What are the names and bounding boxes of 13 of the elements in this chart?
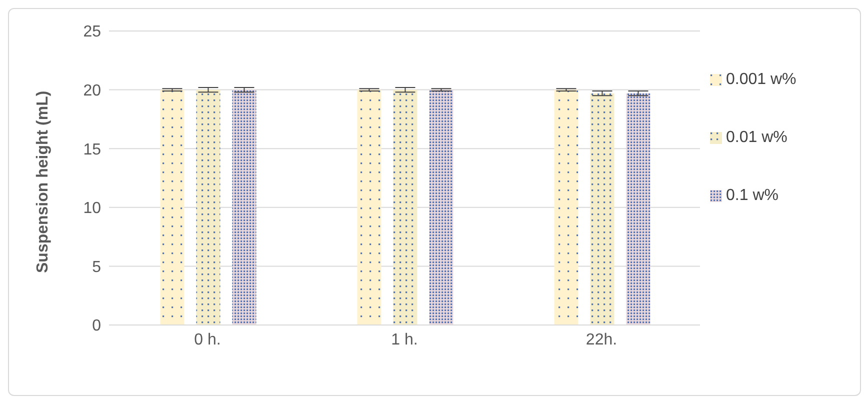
y-tick-label: 15 — [83, 141, 102, 158]
y-tick-label: 10 — [83, 200, 102, 218]
y-axis-title: Suspension height (mL) — [34, 90, 52, 273]
y-tick-label: 20 — [83, 82, 102, 100]
y-tick-label: 5 — [92, 258, 102, 276]
legend-label: 0.01 w% — [726, 129, 788, 147]
y-tick-label: 0 — [92, 318, 102, 335]
x-tick-label: 22h. — [586, 331, 618, 348]
x-tick-label: 1 h. — [391, 331, 418, 348]
legend-label: 0.001 w% — [726, 71, 796, 89]
x-tick-label: 0 h. — [194, 331, 221, 348]
legend-label: 0.1 w% — [726, 187, 778, 205]
y-tick-label: 25 — [83, 24, 102, 41]
